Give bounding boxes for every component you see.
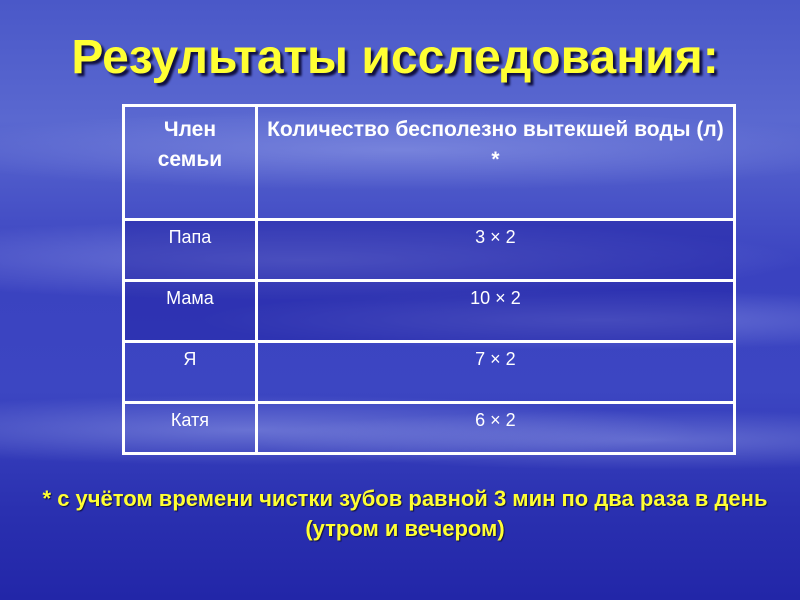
header-family-member: Член семьи [122, 104, 258, 221]
cell-amount: 10 × 2 [254, 279, 737, 343]
footnote: * с учётом времени чистки зубов равной 3… [42, 486, 768, 541]
table-row: Папа 3 × 2 [122, 218, 737, 282]
results-table: Член семьи Количество бесполезно вытекше… [122, 104, 737, 455]
cell-member: Мама [122, 279, 258, 343]
table-row: Катя 6 × 2 [122, 401, 737, 455]
header-water-amount: Количество бесполезно вытекшей воды (л) … [254, 104, 737, 221]
cell-member: Папа [122, 218, 258, 282]
cell-member: Я [122, 340, 258, 404]
table-row: Я 7 × 2 [122, 340, 737, 404]
cell-amount: 6 × 2 [254, 401, 737, 455]
table-header-row: Член семьи Количество бесполезно вытекше… [122, 104, 737, 221]
table-row: Мама 10 × 2 [122, 279, 737, 343]
slide-title: Результаты исследования: [71, 31, 719, 84]
cell-amount: 7 × 2 [254, 340, 737, 404]
cell-member: Катя [122, 401, 258, 455]
cell-amount: 3 × 2 [254, 218, 737, 282]
